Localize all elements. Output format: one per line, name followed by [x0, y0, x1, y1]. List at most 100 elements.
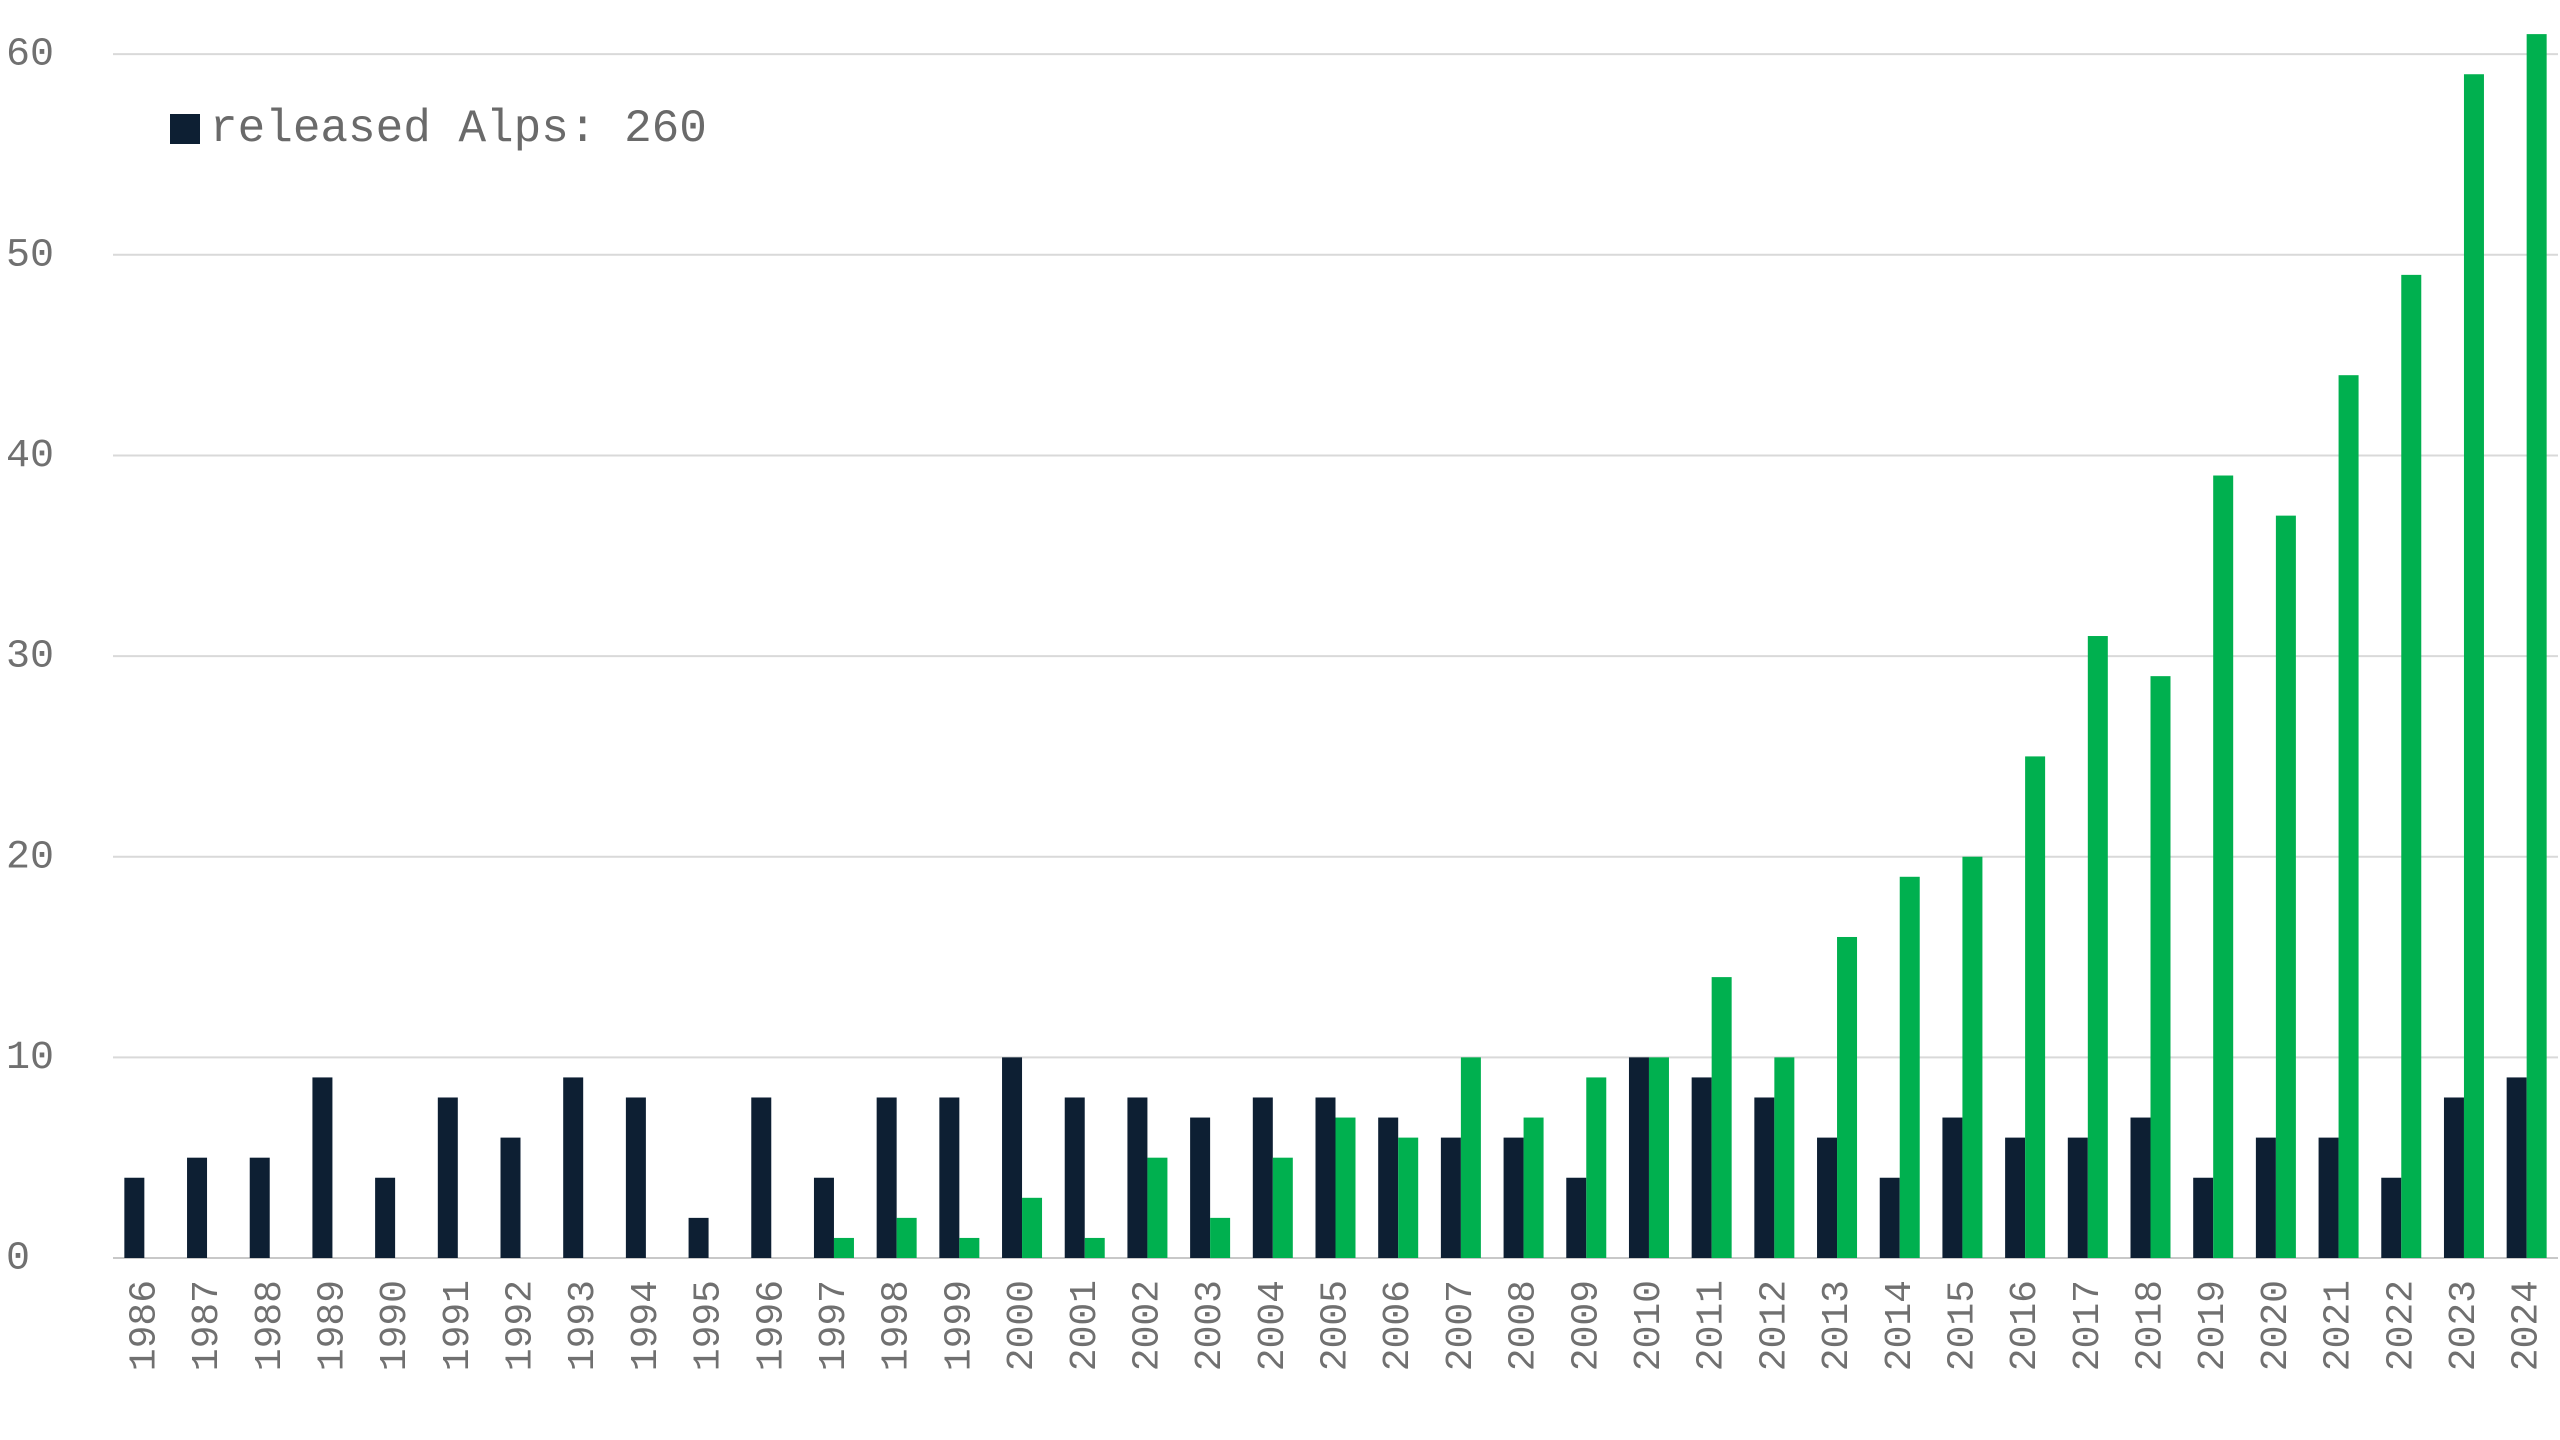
bar [2213, 475, 2234, 1258]
x-tick-label: 2011 [1691, 1280, 1734, 1371]
bar [2463, 74, 2484, 1258]
x-tick-label: 2012 [1753, 1280, 1796, 1371]
bar [375, 1177, 396, 1258]
bar [437, 1097, 458, 1258]
bar [1127, 1097, 1148, 1258]
x-tick-label: 2021 [2318, 1280, 2361, 1371]
bar [1962, 856, 1983, 1258]
bar [2526, 34, 2547, 1259]
x-tick-label: 1993 [562, 1280, 605, 1371]
bar [1942, 1117, 1963, 1258]
bar [1628, 1057, 1649, 1258]
bar [2005, 1137, 2026, 1258]
bar [833, 1237, 854, 1258]
bar [1315, 1097, 1336, 1258]
bar [124, 1177, 145, 1258]
x-tick-label: 1999 [938, 1280, 981, 1371]
bar [2401, 274, 2422, 1258]
x-tick-label: 2004 [1252, 1280, 1295, 1371]
bar [939, 1097, 960, 1258]
x-tick-label: 1997 [813, 1280, 856, 1371]
y-tick-label: 50 [6, 233, 54, 278]
bar [751, 1097, 772, 1258]
bar [187, 1157, 208, 1258]
x-tick-label: 1986 [123, 1280, 166, 1371]
bar [1272, 1157, 1293, 1258]
y-tick-label: 30 [6, 635, 54, 680]
x-tick-label: 2010 [1628, 1280, 1671, 1371]
x-tick-label: 2022 [2380, 1280, 2423, 1371]
x-tick-label: 2000 [1001, 1280, 1044, 1371]
x-tick-label: 2020 [2255, 1280, 2298, 1371]
bar [1503, 1137, 1524, 1258]
x-tick-label: 2024 [2506, 1280, 2549, 1371]
x-tick-label: 1991 [437, 1280, 480, 1371]
x-tick-label: 1992 [500, 1280, 543, 1371]
x-tick-label: 1998 [876, 1280, 919, 1371]
bar [1691, 1077, 1712, 1258]
x-tick-label: 2002 [1126, 1280, 1169, 1371]
bar [876, 1097, 897, 1258]
bar [813, 1177, 834, 1258]
bar [1190, 1117, 1211, 1258]
x-tick-label: 2017 [2067, 1280, 2110, 1371]
bar [2025, 756, 2046, 1258]
x-tick-label: 2009 [1565, 1280, 1608, 1371]
bar [1147, 1157, 1168, 1258]
x-tick-label: 2018 [2130, 1280, 2173, 1371]
y-tick-label: 10 [6, 1036, 54, 1081]
bar [563, 1077, 584, 1258]
bar [2506, 1077, 2527, 1258]
bar [1711, 977, 1732, 1258]
bar [1754, 1097, 1775, 1258]
y-tick-label: 40 [6, 434, 54, 479]
bar [1837, 936, 1858, 1258]
y-tick-label: 0 [6, 1237, 30, 1282]
x-tick-label: 1994 [625, 1280, 668, 1371]
bar [1064, 1097, 1085, 1258]
bar [249, 1157, 270, 1258]
x-tick-label: 2001 [1064, 1280, 1107, 1371]
bar [1252, 1097, 1273, 1258]
bar [1899, 876, 1920, 1258]
x-tick-label: 2019 [2192, 1280, 2235, 1371]
x-tick-label: 1996 [750, 1280, 793, 1371]
x-tick-label: 2007 [1440, 1280, 1483, 1371]
bar [1022, 1197, 1043, 1258]
bar [2381, 1177, 2402, 1258]
bar [2193, 1177, 2214, 1258]
bar [1378, 1117, 1399, 1258]
x-tick-label: 2006 [1377, 1280, 1420, 1371]
bar [1084, 1237, 1105, 1258]
bar [2318, 1137, 2339, 1258]
x-tick-label: 2013 [1816, 1280, 1859, 1371]
bar [2443, 1097, 2464, 1258]
y-tick-label: 20 [6, 835, 54, 880]
bar [2255, 1137, 2276, 1258]
bar [1879, 1177, 1900, 1258]
bar [1210, 1217, 1231, 1258]
bar [625, 1097, 646, 1258]
bar [896, 1217, 917, 1258]
bar [2150, 676, 2171, 1258]
bar [959, 1237, 980, 1258]
bar [500, 1137, 521, 1258]
x-tick-label: 1988 [249, 1280, 292, 1371]
x-tick-label: 2005 [1315, 1280, 1358, 1371]
bar [1523, 1117, 1544, 1258]
y-tick-label: 60 [6, 33, 54, 78]
bar [2338, 375, 2359, 1258]
bar [1817, 1137, 1838, 1258]
x-tick-label: 2015 [1941, 1280, 1984, 1371]
bar [2130, 1117, 2151, 1258]
bar [1335, 1117, 1356, 1258]
x-tick-label: 2003 [1189, 1280, 1232, 1371]
bar [1440, 1137, 1461, 1258]
bar [1648, 1057, 1669, 1258]
bar [1586, 1077, 1607, 1258]
x-tick-label: 1987 [186, 1280, 229, 1371]
bar [1566, 1177, 1587, 1258]
bar [2067, 1137, 2088, 1258]
bar [1398, 1137, 1419, 1258]
